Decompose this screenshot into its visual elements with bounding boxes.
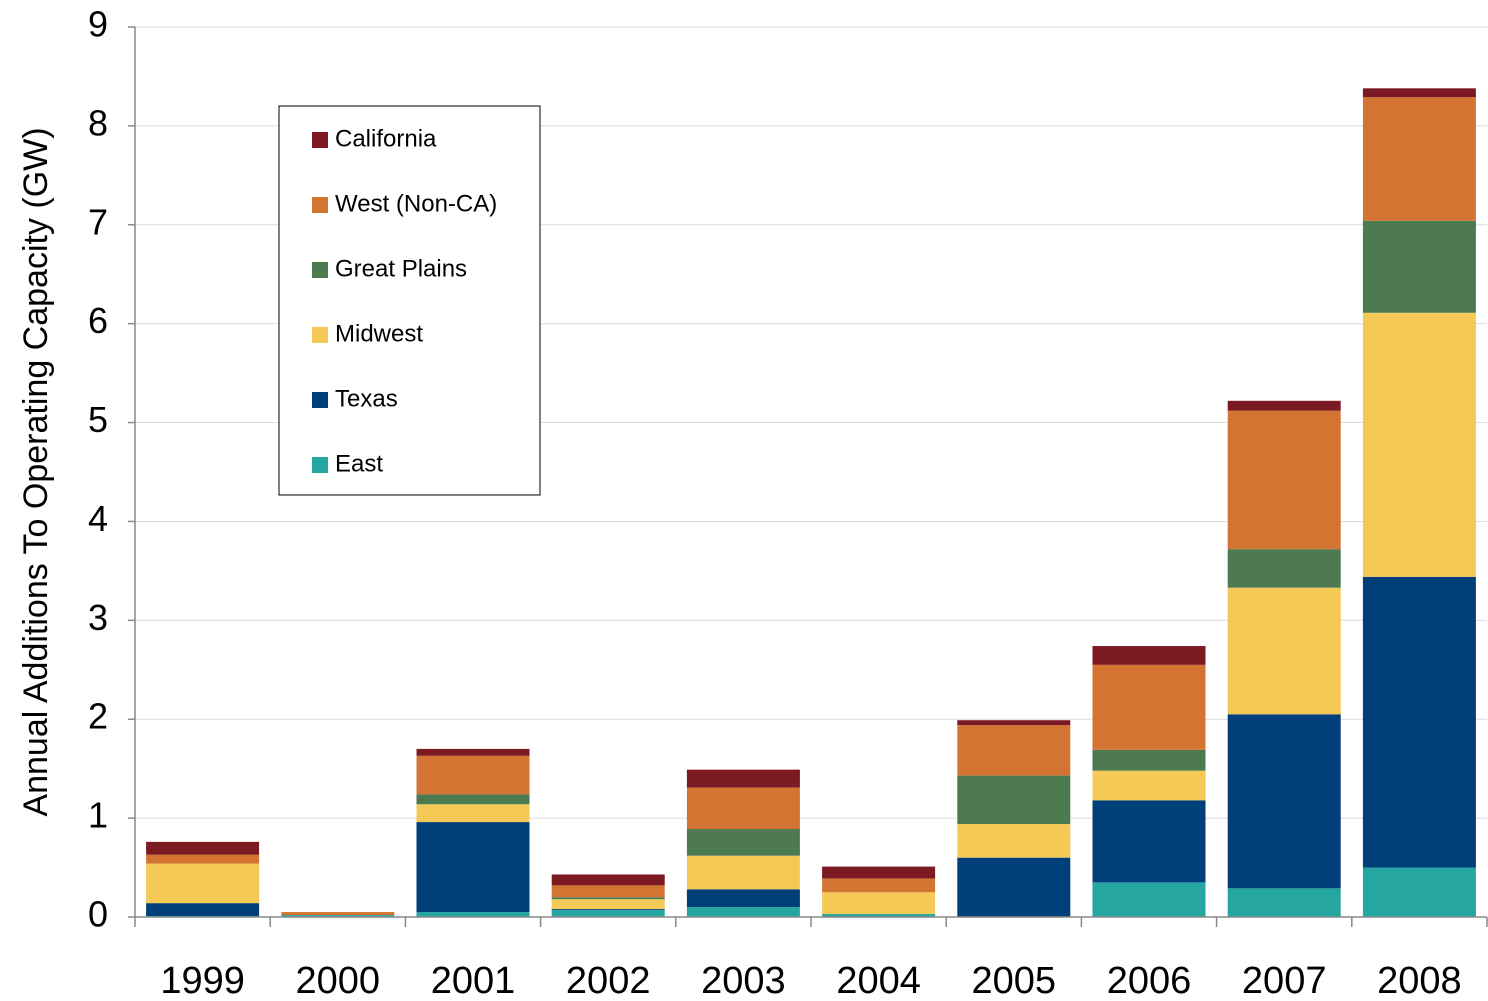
bar-segment [1227, 410, 1341, 550]
legend-label: East [335, 450, 383, 477]
bar-segment [146, 854, 260, 864]
y-tick-label: 6 [88, 300, 108, 341]
y-tick-label: 1 [88, 795, 108, 836]
bar-segment [146, 903, 260, 917]
bar-segment [281, 915, 395, 917]
x-tick-label: 2006 [1107, 960, 1192, 1001]
bar-segment [822, 892, 936, 915]
legend-swatch [312, 132, 328, 148]
bar-segment [1362, 312, 1476, 577]
bar-segment [957, 824, 1071, 858]
bar-segment [1092, 800, 1206, 883]
bar-segment [686, 855, 800, 890]
bar-segment [1092, 882, 1206, 917]
bar-segment [1227, 888, 1341, 917]
bar-segment [686, 769, 800, 788]
y-tick-label: 8 [88, 102, 108, 143]
bar-segment [1227, 587, 1341, 715]
bar-segment [1092, 664, 1206, 750]
x-tick-label: 2008 [1377, 960, 1462, 1001]
y-axis-title: Annual Additions To Operating Capacity (… [17, 127, 55, 816]
bar-segment [551, 885, 665, 898]
bar-segment [1362, 867, 1476, 917]
bar-segment [551, 899, 665, 910]
bar-segment [416, 794, 530, 805]
bar-segment [416, 912, 530, 917]
bar-segment [1362, 220, 1476, 313]
bar-segment [957, 725, 1071, 776]
bar-segment [551, 874, 665, 886]
legend-label: California [335, 125, 437, 152]
y-tick-label: 3 [88, 597, 108, 638]
bar-segment [551, 909, 665, 911]
x-tick-label: 2001 [431, 960, 516, 1001]
y-tick-label: 4 [88, 498, 108, 539]
bar-segment [1092, 646, 1206, 665]
legend-label: Texas [335, 385, 398, 412]
bar-segment [1362, 88, 1476, 98]
bar-segment [551, 897, 665, 900]
legend-box [278, 105, 541, 496]
bar-segment [686, 828, 800, 856]
bar-segment [1227, 549, 1341, 588]
y-tick-label: 7 [88, 201, 108, 242]
legend-label: West (Non-CA) [335, 190, 497, 217]
legend-label: Great Plains [335, 255, 467, 282]
bar-segment [686, 787, 800, 829]
bar-segment [957, 857, 1071, 917]
bar-segment [416, 804, 530, 823]
y-tick-label: 5 [88, 399, 108, 440]
bar-segment [1362, 576, 1476, 868]
legend-label: Midwest [335, 320, 423, 347]
x-tick-label: 1999 [160, 960, 245, 1001]
x-tick-label: 2004 [836, 960, 921, 1001]
y-tick-label: 2 [88, 696, 108, 737]
bar-segment [1092, 749, 1206, 771]
bar-segment [416, 755, 530, 795]
x-tick-label: 2003 [701, 960, 786, 1001]
bar-segment [822, 878, 936, 893]
bar-segment [1227, 400, 1341, 411]
bar-segment [416, 822, 530, 913]
bar-segment [686, 907, 800, 917]
legend-swatch [312, 327, 328, 343]
x-tick-label: 2005 [972, 960, 1057, 1001]
legend-swatch [312, 392, 328, 408]
bar-segment [957, 775, 1071, 825]
bar-segment [1362, 97, 1476, 221]
y-tick-label: 9 [88, 4, 108, 45]
bar-segment [281, 912, 395, 916]
legend-swatch [312, 457, 328, 473]
bar-segment [416, 748, 530, 756]
bar-segment [146, 841, 260, 855]
bar-segment [822, 866, 936, 879]
legend-swatch [312, 197, 328, 213]
bar-segment [686, 889, 800, 908]
bar-segment [822, 914, 936, 917]
bar-segment [957, 720, 1071, 726]
x-tick-label: 2000 [296, 960, 381, 1001]
legend-swatch [312, 262, 328, 278]
y-tick-label: 0 [88, 894, 108, 935]
bar-segment [1092, 770, 1206, 801]
bar-segment [551, 910, 665, 917]
bar-segment [1227, 714, 1341, 889]
x-tick-label: 2007 [1242, 960, 1327, 1001]
x-tick-label: 2002 [566, 960, 651, 1001]
bar-segment [146, 863, 260, 904]
